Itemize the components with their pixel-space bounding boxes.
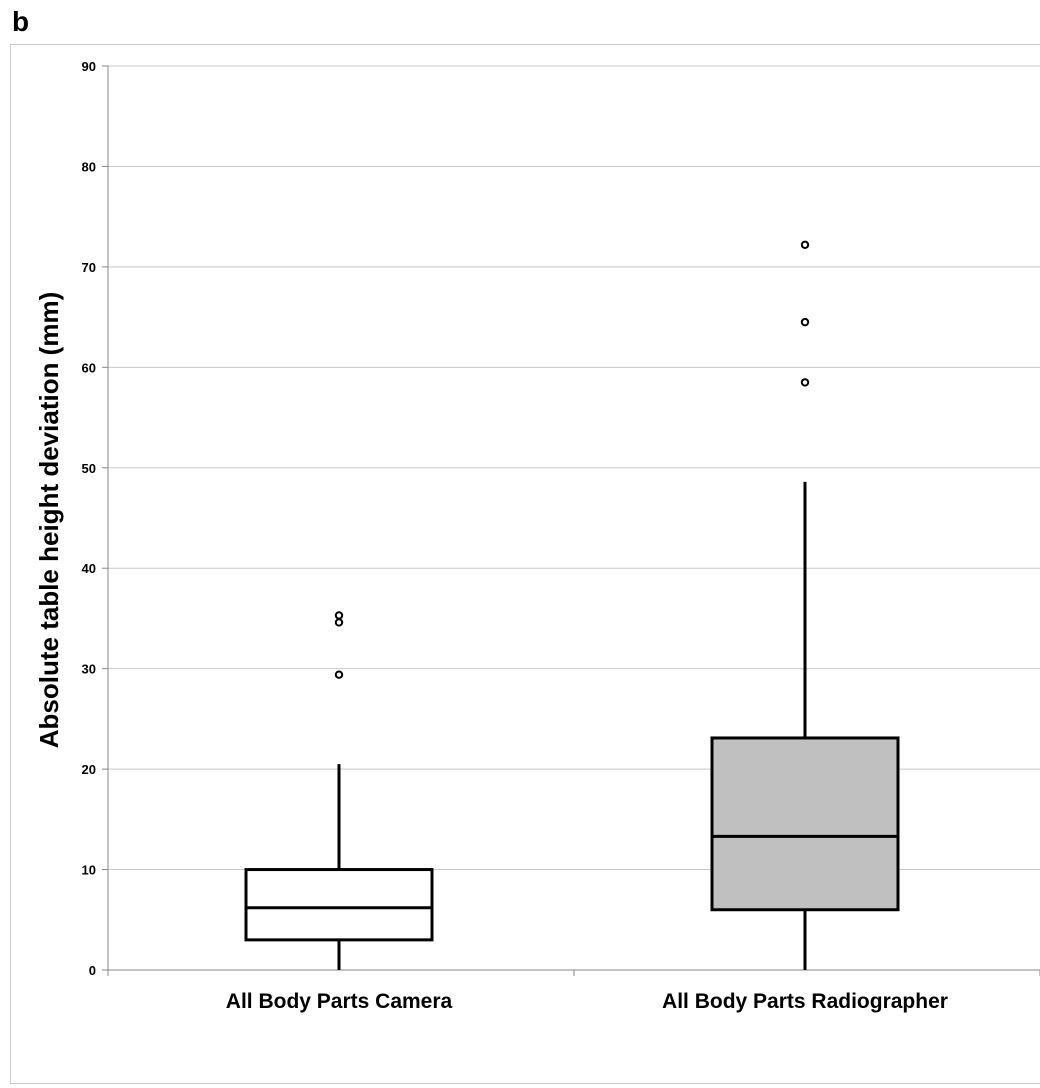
box-1-iqr-box [710,736,900,912]
y-tick-label-80: 80 [82,159,96,174]
y-tick-label-60: 60 [82,360,96,375]
box-0-outlier-0 [334,670,344,679]
box-1-outlier-1 [800,317,810,327]
box-0-outlier-2 [334,611,344,620]
x-category-label-0: All Body Parts Camera [226,990,453,1013]
box-0-iqr-box [244,868,434,942]
axes: 0 10 20 30 40 50 60 70 80 90 All Body Parts Camera… [82,59,1040,1013]
y-axis-label: Absolute table height deviation (mm) [34,292,64,748]
box-1-outlier-0 [800,378,810,387]
y-tick-label-90: 90 [82,59,96,74]
y-tick-label-50: 50 [82,461,96,476]
y-tick-label-10: 10 [82,863,96,878]
y-tick-label-40: 40 [82,561,96,576]
x-category-label-1: All Body Parts Radiographer [662,990,948,1013]
y-tick-label-20: 20 [82,762,96,777]
chart-frame [10,44,1040,1084]
y-tick-label-70: 70 [82,260,96,275]
y-tick-label-0: 0 [89,963,96,978]
box-0-outlier-1 [334,618,344,627]
y-tick-label-30: 30 [82,662,96,677]
boxes [244,240,900,970]
panel-label: b [12,6,30,37]
box-1-outlier-2 [800,240,810,249]
gridlines [108,65,1040,871]
